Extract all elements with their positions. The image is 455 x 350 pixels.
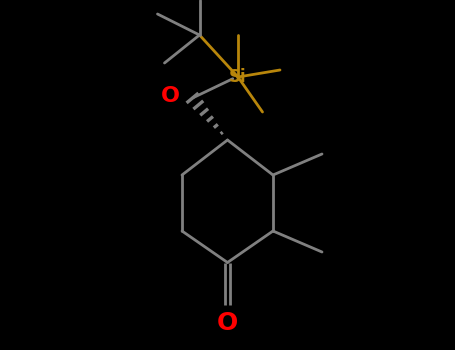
Text: O: O (217, 312, 238, 336)
Text: Si: Si (229, 68, 247, 86)
Text: O: O (161, 86, 180, 106)
